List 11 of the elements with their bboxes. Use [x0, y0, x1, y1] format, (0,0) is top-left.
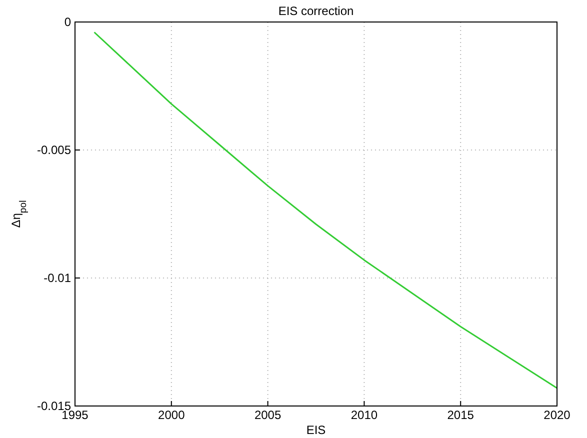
- x-tick-label: 2005: [254, 408, 282, 422]
- line-series: [94, 31, 558, 389]
- y-tick-label: -0.01: [44, 271, 72, 285]
- x-tick-label: 2010: [350, 408, 378, 422]
- y-tick-label: -0.005: [36, 143, 72, 157]
- y-tick-label: 0: [64, 15, 72, 29]
- x-axis-title: EIS: [306, 423, 326, 437]
- x-tick-label: 2015: [447, 408, 474, 422]
- chart-title: EIS correction: [278, 4, 354, 18]
- x-tick-label: 2020: [544, 408, 571, 422]
- x-tick-label: 2000: [158, 408, 186, 422]
